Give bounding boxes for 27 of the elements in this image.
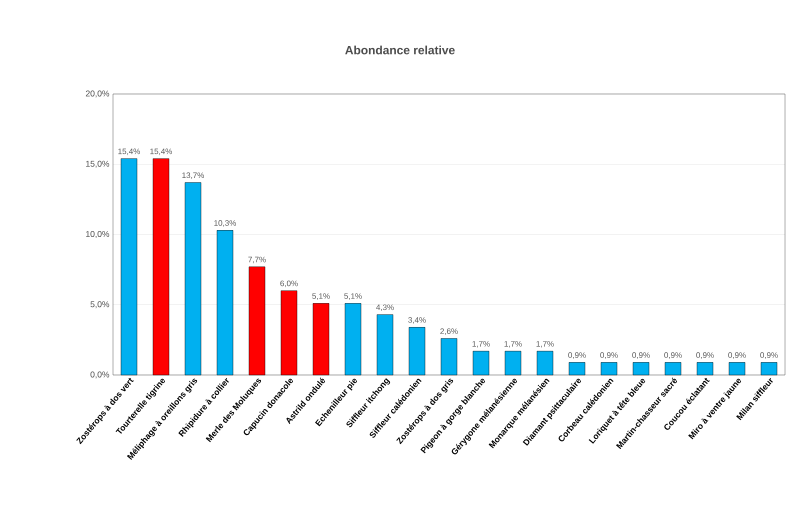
bar: [632, 362, 650, 376]
y-tick-label: 0,0%: [90, 372, 110, 378]
bar: [472, 350, 490, 376]
bar: [216, 230, 234, 376]
bar: [760, 362, 778, 376]
bar: [504, 350, 522, 376]
bar: [120, 158, 138, 376]
y-tick-label: 20,0%: [86, 90, 110, 98]
bar: [600, 362, 618, 376]
bar: [312, 303, 330, 376]
chart-title: Abondance relative: [345, 46, 455, 54]
bar: [728, 362, 746, 376]
bar: [440, 338, 458, 376]
bar: [696, 362, 714, 376]
bar: [408, 327, 426, 376]
bar: [664, 362, 682, 376]
y-tick-label: 15,0%: [86, 160, 110, 168]
y-tick-label: 5,0%: [90, 301, 110, 308]
bar: [536, 350, 554, 376]
bar: [248, 266, 266, 376]
bar: [376, 314, 394, 376]
bar: [568, 362, 586, 376]
bar: [152, 158, 170, 376]
bar: [280, 290, 298, 376]
y-tick-label: 10,0%: [86, 231, 110, 238]
bar: [344, 303, 362, 376]
bar: [184, 182, 202, 376]
